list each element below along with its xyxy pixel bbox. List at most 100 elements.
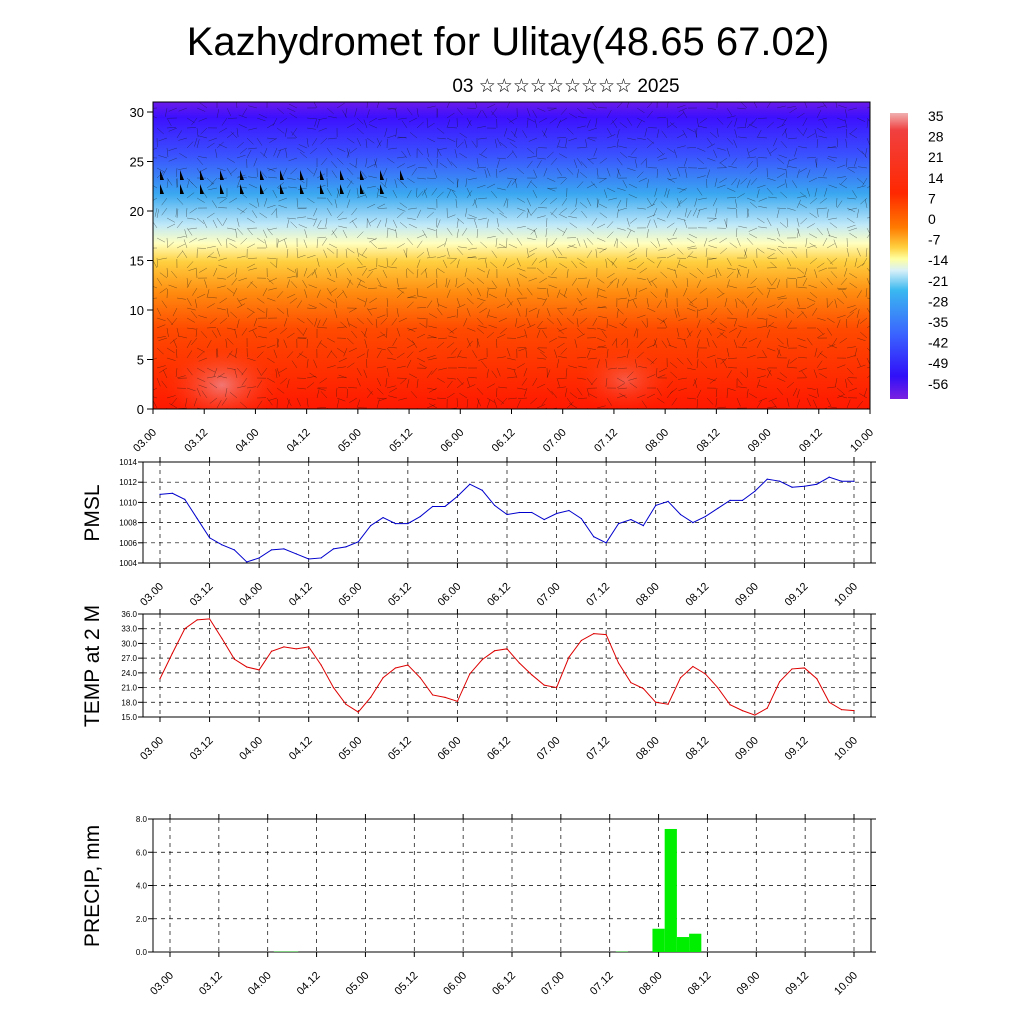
wind-barb: [678, 166, 688, 169]
wind-barb: [716, 292, 725, 299]
wind-barb: [376, 399, 380, 409]
wind-barb: [349, 217, 358, 224]
wind-barb: [665, 299, 668, 309]
wind-barb: [176, 235, 186, 239]
x-tick-label: 04.00: [237, 581, 265, 609]
wind-barb: [536, 107, 546, 112]
wind-barb: [226, 237, 236, 242]
wind-barb: [612, 120, 618, 129]
wind-barb: [616, 307, 624, 315]
wind-barb: [166, 357, 176, 361]
wind-barb: [669, 122, 678, 129]
wind-barb: [583, 239, 588, 249]
wind-barb: [318, 327, 328, 329]
wind-barb: [236, 179, 241, 189]
wind-barb: [329, 287, 338, 294]
wind-barb: [313, 167, 318, 177]
wind-barb: [416, 147, 423, 156]
wind-barb: [459, 392, 468, 399]
wind-barb: [804, 267, 808, 277]
wind-barb: [751, 117, 758, 126]
wind-barb: [365, 139, 368, 149]
y-tick-label: 2.0: [136, 915, 148, 924]
wind-barb: [576, 125, 586, 129]
wind-barb: [826, 157, 836, 162]
wind-barb: [516, 207, 526, 212]
wind-barb: [521, 377, 528, 386]
data-point: [196, 517, 198, 520]
wind-barb: [809, 197, 818, 204]
wind-barb: [296, 397, 301, 407]
wind-barb: [776, 124, 786, 129]
wind-barb: [598, 295, 608, 299]
wind-barb: [812, 307, 818, 316]
wind-barb: [506, 151, 514, 159]
wind-barb: [818, 117, 828, 121]
wind-barb: [866, 366, 870, 369]
wind-barb: [175, 367, 178, 377]
wind-barb: [366, 317, 373, 326]
wind-barb: [635, 287, 638, 297]
x-tick-label: 03.12: [188, 581, 216, 609]
wind-barb: [306, 197, 315, 204]
wind-barb: [321, 157, 328, 166]
wind-barb: [498, 317, 508, 322]
wind-barb: [346, 389, 349, 399]
wind-barb: [246, 227, 253, 236]
wind-flag: [380, 170, 384, 180]
wind-barb: [506, 263, 515, 269]
wind-barb: [246, 307, 255, 313]
data-point: [754, 490, 756, 492]
data-point: [754, 714, 756, 716]
wind-barb: [442, 259, 448, 269]
data-point: [791, 486, 793, 488]
wind-barb: [496, 246, 506, 249]
wind-barb: [683, 219, 688, 229]
wind-barb: [726, 279, 730, 289]
wind-barb: [786, 207, 796, 211]
data-point: [506, 513, 508, 516]
data-point: [221, 544, 223, 546]
wind-barb: [719, 157, 728, 164]
wind-barb: [666, 102, 669, 109]
wind-barb: [416, 287, 419, 297]
wind-barb: [199, 267, 208, 273]
wind-barb: [238, 297, 248, 302]
wind-barb: [538, 327, 548, 329]
wind-barb: [565, 367, 568, 377]
wind-barb: [802, 127, 808, 137]
wind-barb: [592, 317, 598, 327]
wind-barb: [611, 260, 618, 269]
wind-barb: [488, 315, 498, 319]
wind-barb: [472, 350, 478, 359]
wind-barb: [822, 237, 828, 247]
wind-barb: [546, 287, 549, 297]
wind-barb: [216, 347, 219, 357]
data-point: [543, 684, 545, 686]
wind-barb: [694, 379, 698, 389]
wind-barb: [683, 287, 688, 297]
wind-barb: [464, 139, 468, 149]
wind-barb: [666, 337, 671, 347]
wind-barb: [269, 327, 278, 333]
wind-barb: [608, 324, 618, 329]
wind-barb: [416, 269, 419, 279]
wind-barb: [316, 184, 326, 189]
wind-barb: [169, 403, 178, 409]
wind-barb: [849, 232, 858, 239]
wind-barb: [296, 267, 298, 277]
wind-barb: [545, 259, 548, 269]
wind-barb: [609, 277, 618, 284]
wind-barb: [342, 290, 348, 299]
wind-barb: [296, 216, 306, 219]
wind-barb: [696, 279, 702, 289]
wind-barb: [866, 107, 870, 109]
y-tick-label: 10: [130, 303, 144, 318]
wind-barb: [466, 167, 476, 172]
wind-barb: [746, 237, 754, 245]
wind-barb: [278, 205, 288, 209]
wind-barb: [466, 287, 473, 296]
wind-barb: [826, 317, 835, 323]
wind-barb: [286, 267, 295, 273]
wind-barb: [296, 177, 305, 184]
